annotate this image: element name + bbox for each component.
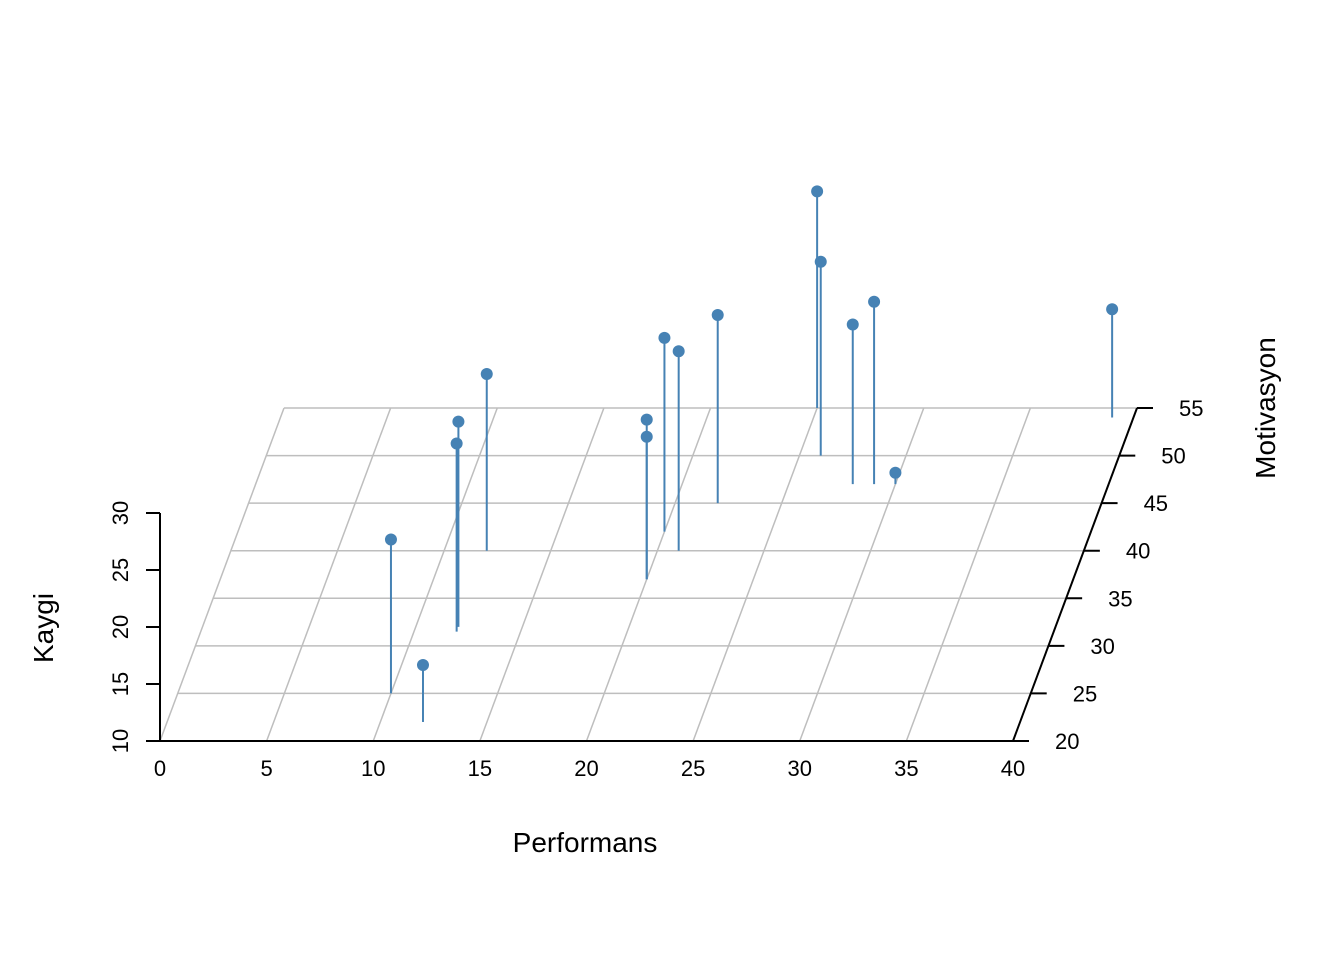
y-axis-line	[1012, 407, 1138, 742]
grid-line-x	[585, 407, 712, 742]
z-tick-label: 30	[108, 501, 133, 525]
x-tick-label: 15	[468, 756, 492, 781]
data-point	[889, 466, 902, 479]
y-tick-label: 45	[1144, 491, 1168, 516]
points-layer	[384, 185, 1119, 722]
x-tick-label: 30	[788, 756, 812, 781]
data-point	[450, 437, 463, 450]
data-point	[811, 185, 824, 198]
x-tick-label: 0	[154, 756, 166, 781]
y-tick-label: 20	[1055, 729, 1079, 754]
data-point	[814, 255, 827, 268]
data-point	[658, 331, 671, 344]
y-tick-label: 30	[1090, 634, 1114, 659]
z-tick-label: 15	[108, 672, 133, 696]
z-tick-label: 10	[108, 729, 133, 753]
data-point	[416, 658, 429, 671]
data-point	[640, 413, 653, 426]
y-tick-label: 25	[1073, 681, 1097, 706]
y-tick-label: 50	[1161, 444, 1185, 469]
x-tick-label: 40	[1001, 756, 1025, 781]
y-tick-label: 40	[1126, 539, 1150, 564]
y-tick-label: 35	[1108, 586, 1132, 611]
x-tick-label: 5	[261, 756, 273, 781]
data-point	[384, 533, 397, 546]
grid-line-x	[692, 407, 818, 742]
z-axis-title: Kaygi	[28, 593, 59, 663]
data-point	[640, 430, 653, 443]
data-point	[452, 415, 465, 428]
x-tick-label: 10	[361, 756, 385, 781]
data-point	[480, 368, 493, 381]
z-tick-label: 25	[108, 558, 133, 582]
grid-line-x	[905, 407, 1032, 742]
x-tick-label: 25	[681, 756, 705, 781]
data-point	[1106, 303, 1119, 316]
data-point	[846, 318, 859, 331]
x-tick-label: 20	[574, 756, 598, 781]
axes-layer: 0 5 10 15 20 25 30 35 40 20 25 30 35 40 45 50 55 10 15 20 25…	[108, 396, 1203, 781]
x-tick-label: 35	[894, 756, 918, 781]
grid-line-x	[265, 407, 392, 742]
y-axis-title: Motivasyon	[1250, 337, 1281, 479]
data-point	[711, 309, 724, 322]
grid-line-x	[799, 407, 925, 742]
grid-line-x	[159, 407, 285, 742]
y-tick-label: 55	[1179, 396, 1203, 421]
grid-layer	[159, 407, 1138, 742]
z-tick-label: 20	[108, 615, 133, 639]
data-point	[672, 345, 685, 358]
grid-line-x	[479, 407, 605, 742]
x-axis-title: Performans	[513, 827, 658, 858]
data-point	[868, 295, 881, 308]
grid-line-x	[372, 407, 498, 742]
